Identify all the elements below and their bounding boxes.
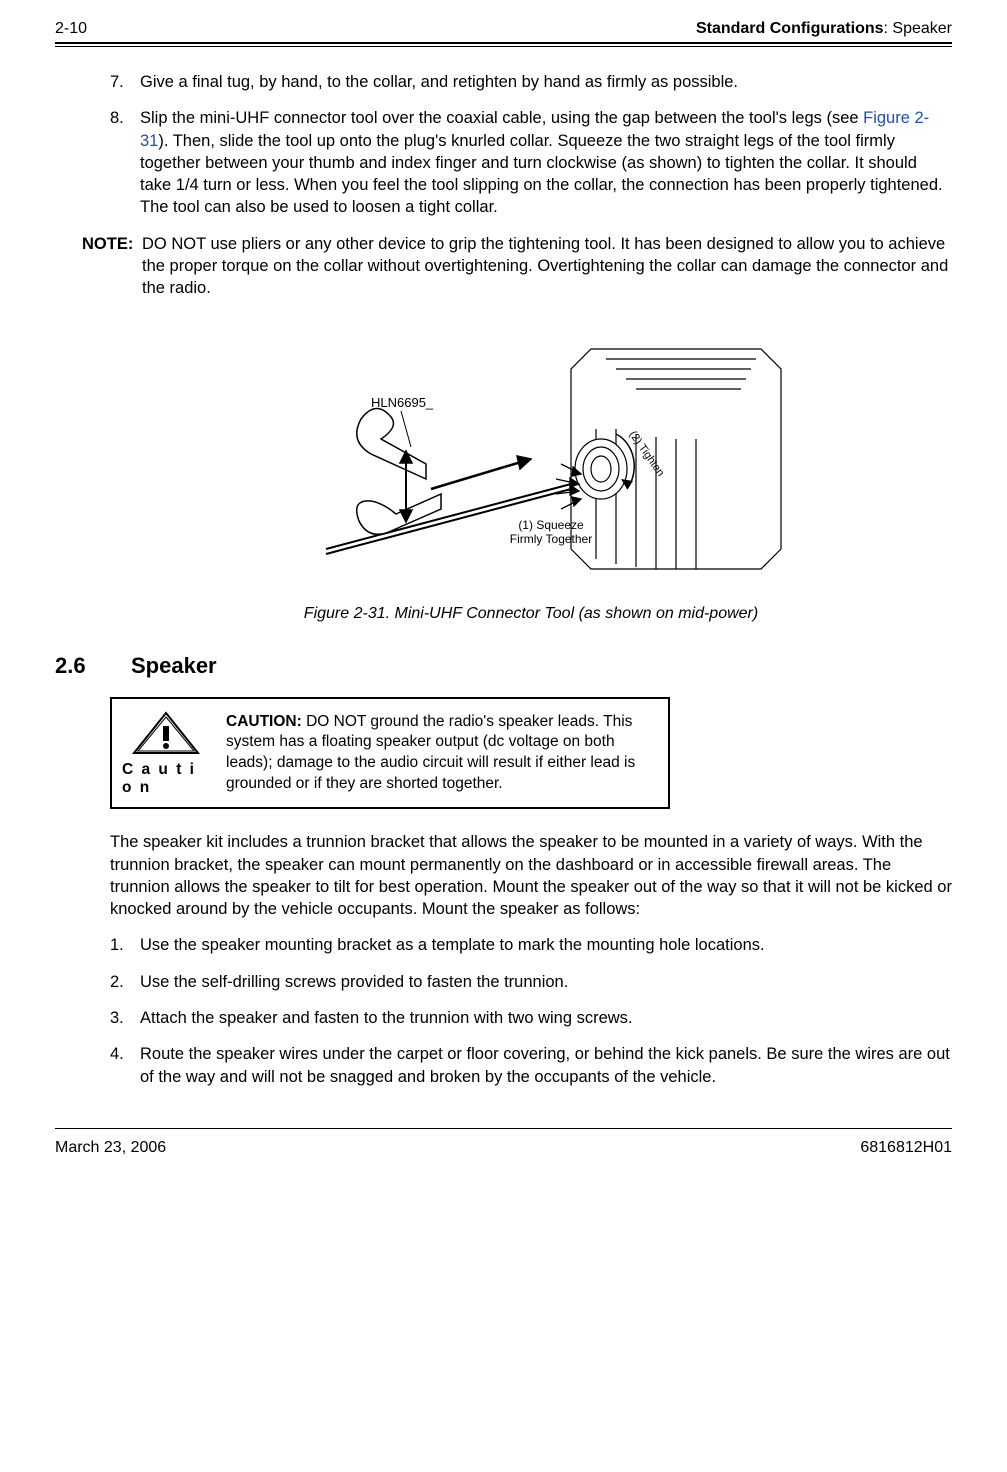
caution-word: C a u t i o n — [122, 761, 210, 797]
list-item: 4. Route the speaker wires under the car… — [110, 1043, 952, 1088]
content-area: 7. Give a final tug, by hand, to the col… — [55, 71, 952, 1088]
section-heading: 2.6 Speaker — [55, 653, 952, 679]
list-number: 7. — [110, 71, 140, 93]
note-block: NOTE: DO NOT use pliers or any other dev… — [82, 233, 952, 300]
caution-text: CAUTION: DO NOT ground the radio's speak… — [226, 712, 654, 796]
squeeze-label-2: Firmly Together — [510, 532, 592, 546]
list-item: 3. Attach the speaker and fasten to the … — [110, 1007, 952, 1029]
figure-block: (2) Tighten (1) Squeeze Firmly Together — [110, 319, 952, 623]
body-paragraph: The speaker kit includes a trunnion brac… — [110, 831, 952, 920]
header-rule — [55, 42, 952, 47]
footer-docnum: 6816812H01 — [860, 1139, 952, 1157]
caution-icon-column: C a u t i o n — [122, 709, 210, 797]
figure-caption: Figure 2-31. Mini-UHF Connector Tool (as… — [110, 605, 952, 623]
footer-date: March 23, 2006 — [55, 1139, 166, 1157]
list-item: 7. Give a final tug, by hand, to the col… — [110, 71, 952, 93]
list-number: 1. — [110, 934, 140, 956]
list-item: 8. Slip the mini-UHF connector tool over… — [110, 107, 952, 218]
note-text: DO NOT use pliers or any other device to… — [142, 233, 952, 300]
list-text: Route the speaker wires under the carpet… — [140, 1043, 952, 1088]
list-text: Give a final tug, by hand, to the collar… — [140, 71, 952, 93]
list-number: 8. — [110, 107, 140, 218]
list-text: Slip the mini-UHF connector tool over th… — [140, 107, 952, 218]
list-number: 4. — [110, 1043, 140, 1088]
caution-triangle-icon — [130, 709, 202, 757]
section-number: 2.6 — [55, 653, 131, 679]
list-item: 1. Use the speaker mounting bracket as a… — [110, 934, 952, 956]
list-number: 2. — [110, 971, 140, 993]
list-text: Use the self-drilling screws provided to… — [140, 971, 952, 993]
part-number-label: HLN6695_ — [371, 395, 434, 410]
list-text: Attach the speaker and fasten to the tru… — [140, 1007, 952, 1029]
section-title: Speaker — [131, 653, 217, 679]
connector-tool-diagram: (2) Tighten (1) Squeeze Firmly Together — [251, 319, 811, 599]
page-number-left: 2-10 — [55, 20, 87, 38]
note-label: NOTE: — [82, 233, 142, 300]
list-text: Use the speaker mounting bracket as a te… — [140, 934, 952, 956]
list-item: 2. Use the self-drilling screws provided… — [110, 971, 952, 993]
caution-box: C a u t i o n CAUTION: DO NOT ground the… — [110, 697, 670, 809]
page-header: 2-10 Standard Configurations: Speaker — [55, 20, 952, 38]
squeeze-label-1: (1) Squeeze — [518, 518, 584, 532]
header-title: Standard Configurations: Speaker — [696, 20, 952, 38]
page-footer: March 23, 2006 6816812H01 — [55, 1139, 952, 1157]
list-number: 3. — [110, 1007, 140, 1029]
page: 2-10 Standard Configurations: Speaker 7.… — [0, 0, 1007, 1177]
footer-rule — [55, 1128, 952, 1129]
